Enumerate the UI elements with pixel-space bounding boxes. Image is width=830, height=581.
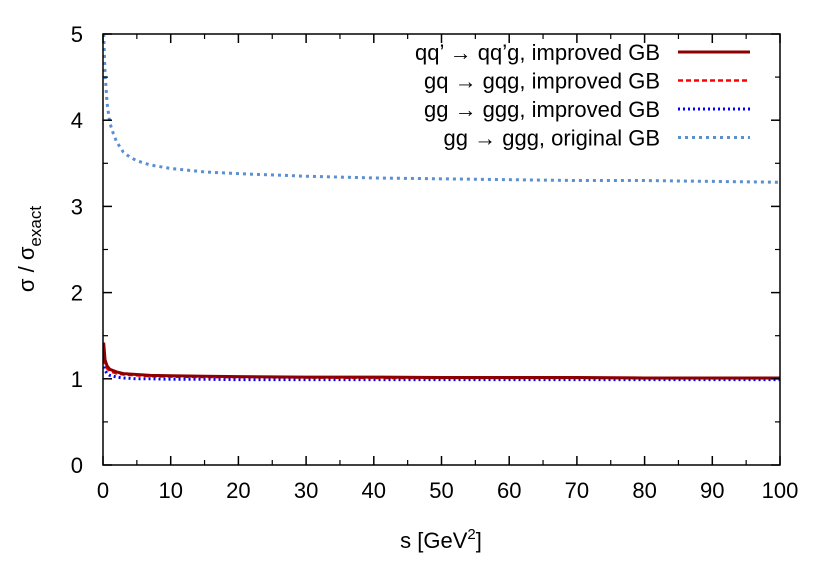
x-tick-label: 0	[97, 478, 109, 503]
legend-item-3: gg → ggg, improved GB	[424, 97, 750, 122]
y-tick-label: 0	[71, 453, 83, 478]
y-axis-label-main: σ / σ	[14, 246, 39, 292]
y-tick-label: 2	[71, 281, 83, 306]
y-tick-label: 5	[71, 22, 83, 47]
y-tick-label: 3	[71, 194, 83, 219]
legend: qq’ → qq’g, improved GB gq → gqg, improve…	[415, 40, 750, 151]
x-tick-label: 20	[226, 478, 250, 503]
legend-label: gg → ggg, improved GB	[424, 97, 660, 122]
x-tick-label: 60	[497, 478, 521, 503]
series-line-1	[103, 342, 780, 380]
legend-item-4: gg → ggg, original GB	[444, 126, 750, 151]
x-axis-label: s [GeV2]	[400, 526, 482, 553]
x-axis-label-main: s [GeV	[400, 528, 468, 553]
x-tick-label: 80	[632, 478, 656, 503]
x-tick-label: 70	[565, 478, 589, 503]
x-tick-label: 30	[294, 478, 318, 503]
legend-item-1: qq’ → qq’g, improved GB	[415, 40, 750, 65]
series-line-2	[103, 351, 780, 380]
legend-label: gg → ggg, original GB	[444, 126, 660, 151]
x-axis-label-suffix: ]	[476, 528, 482, 553]
series-lines	[103, 34, 780, 382]
legend-label: gq → gqg, improved GB	[424, 69, 660, 94]
series-line-4	[103, 34, 780, 184]
y-axis-label-sub: exact	[26, 206, 45, 247]
legend-label: qq’ → qq’g, improved GB	[415, 40, 660, 65]
x-tick-label: 90	[700, 478, 724, 503]
y-axis-label: σ / σexact	[14, 206, 45, 292]
x-tick-label: 10	[158, 478, 182, 503]
y-tick-label: 4	[71, 108, 83, 133]
y-tick-label: 1	[71, 367, 83, 392]
tick-labels: 0 10 20 30 40 50 60 70 80 90 100 0 1 2 3 4 5	[71, 22, 799, 503]
legend-item-2: gq → gqg, improved GB	[424, 69, 750, 94]
x-axis-label-sup: 2	[467, 526, 475, 543]
x-tick-label: 50	[429, 478, 453, 503]
x-tick-label: 40	[362, 478, 386, 503]
tick-marks	[102, 33, 781, 466]
series-line-3	[103, 361, 780, 382]
x-tick-label: 100	[762, 478, 799, 503]
